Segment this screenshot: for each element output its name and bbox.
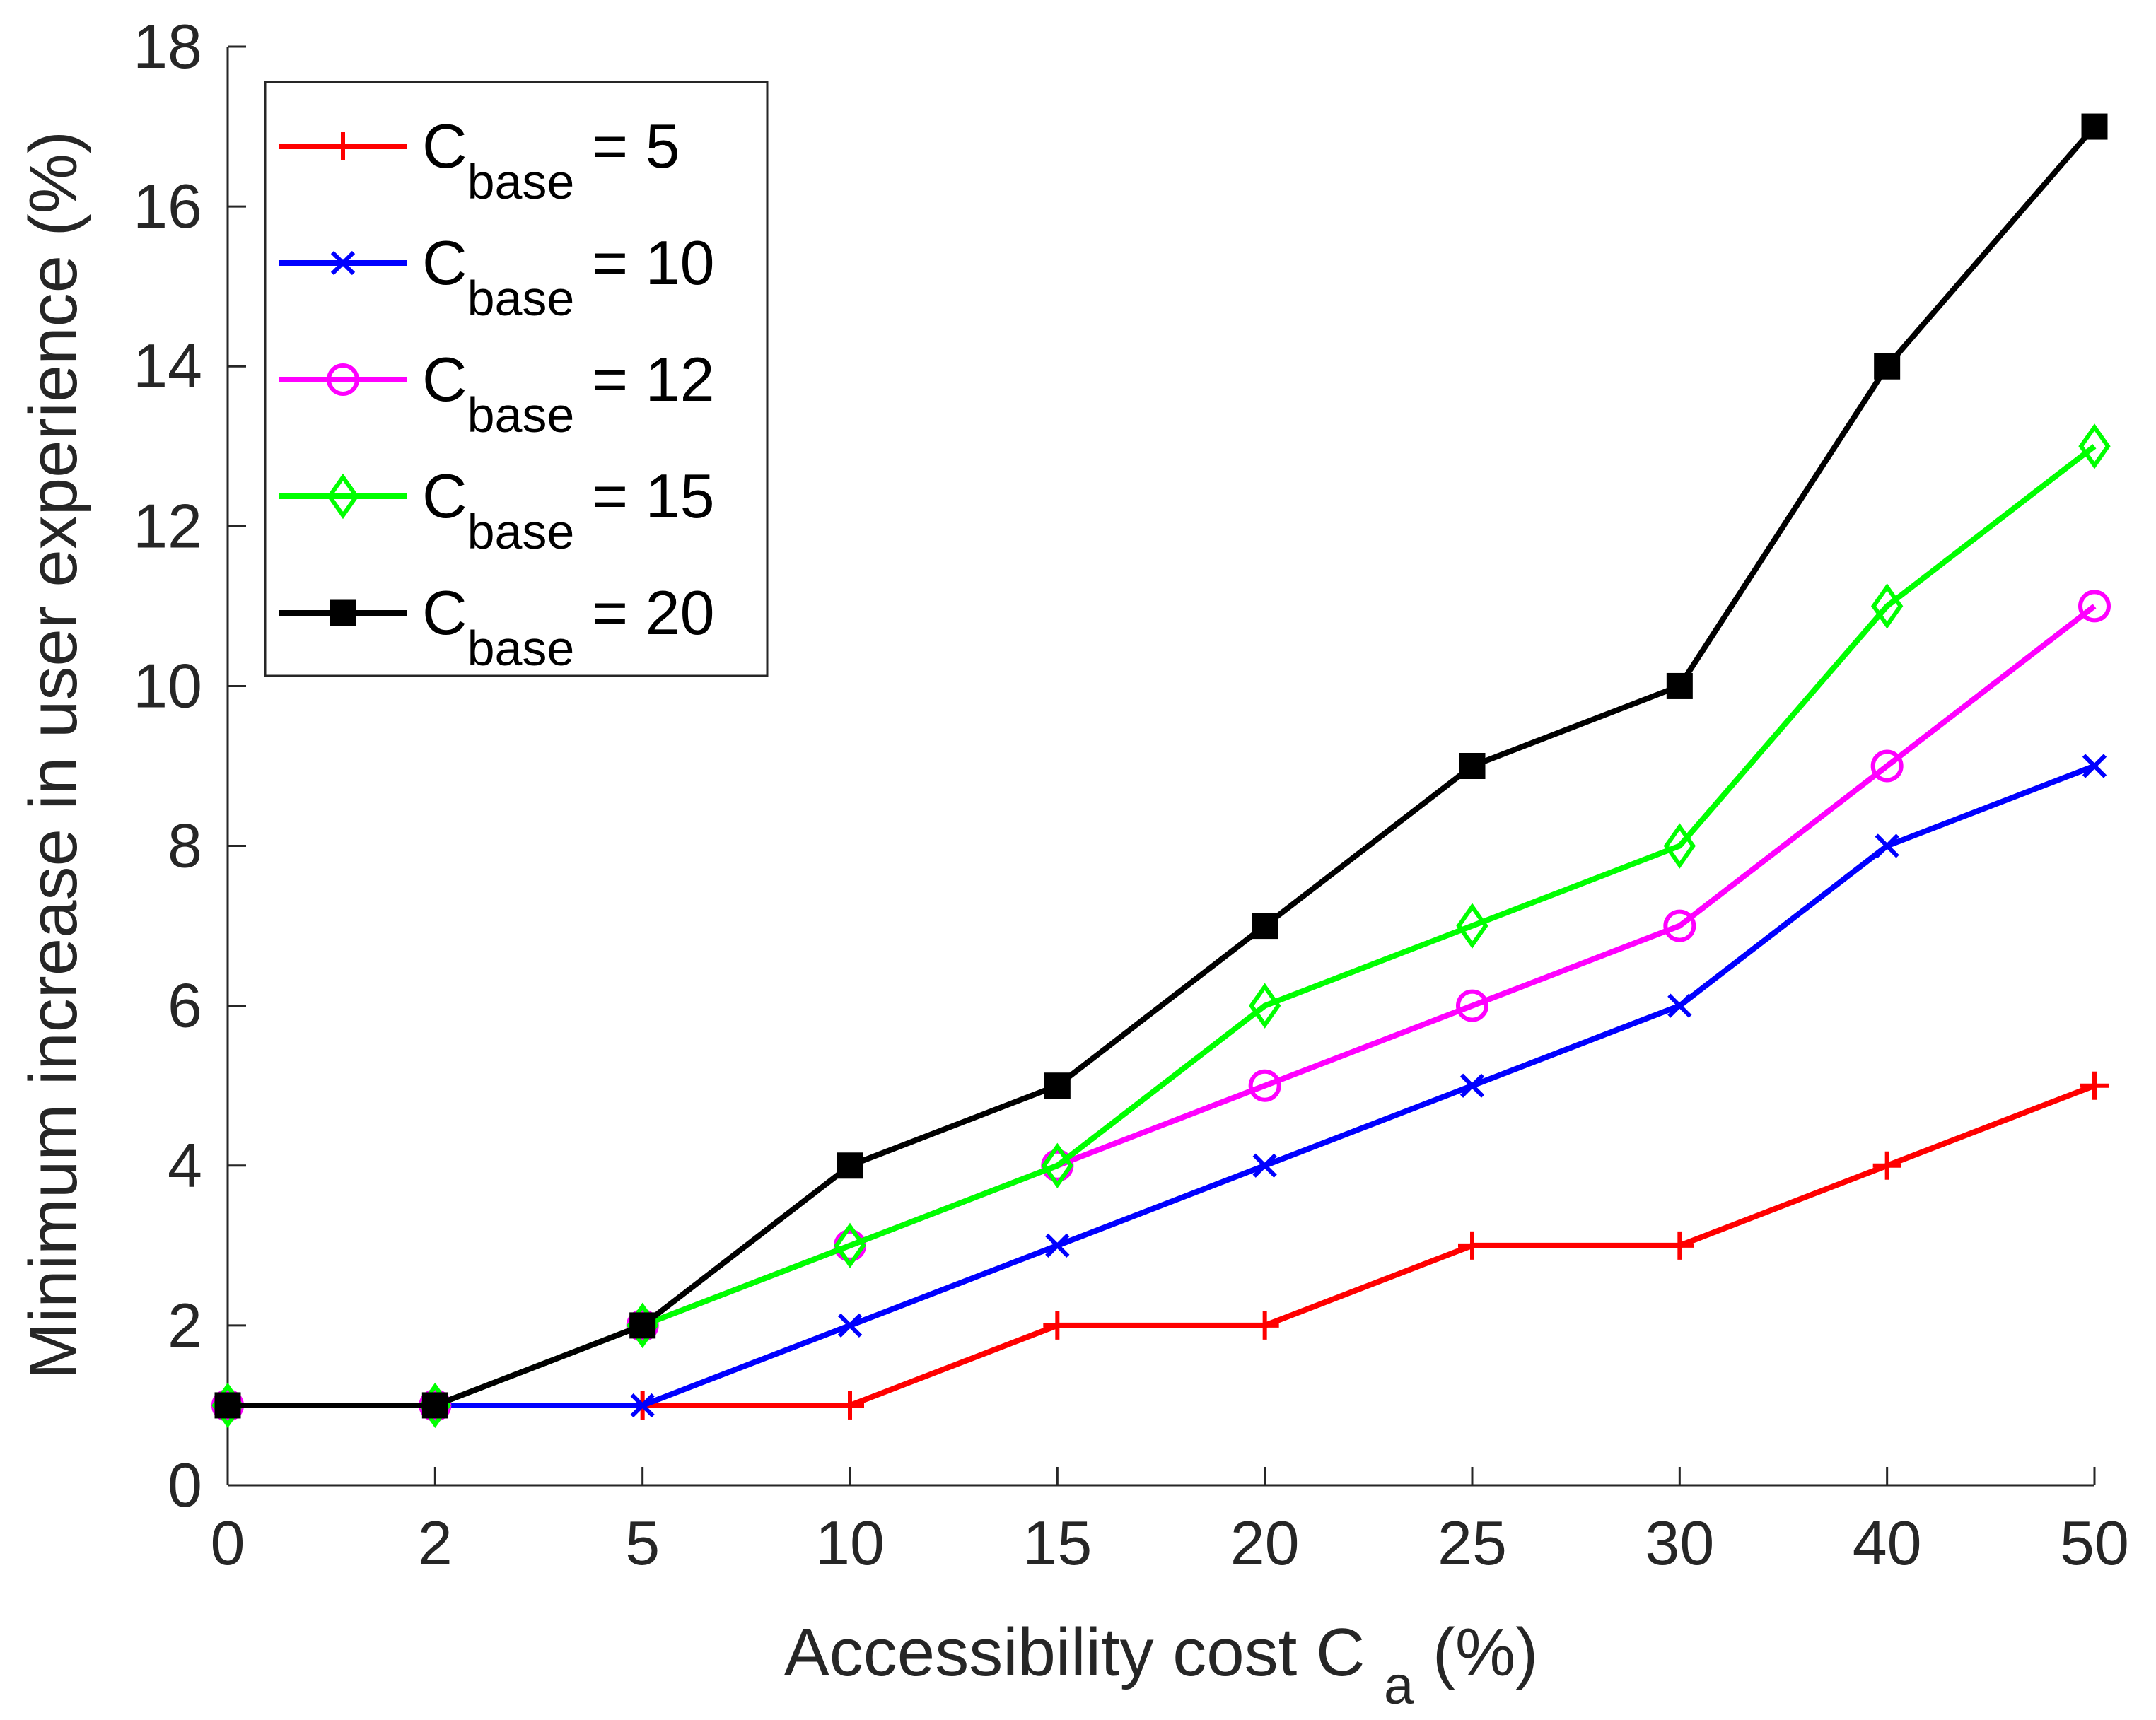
x-tick-label: 20 (1230, 1508, 1300, 1578)
series-line (228, 1082, 2096, 1408)
x-tick-label: 0 (211, 1508, 245, 1578)
marker-circle (2078, 590, 2111, 623)
marker-plus (1250, 1311, 1279, 1340)
marker-diamond (834, 1222, 866, 1269)
marker-square (330, 599, 356, 626)
series-2 (215, 754, 2107, 1418)
series-line (228, 763, 2096, 1408)
legend-label: Cbase = 12 (422, 344, 715, 443)
marker-plus (2080, 1071, 2109, 1100)
legend-item: Cbase = 5 (279, 111, 680, 209)
marker-diamond (327, 473, 359, 520)
y-tick-label: 12 (133, 491, 202, 561)
marker-circle (327, 363, 359, 396)
marker-diamond (1663, 823, 1696, 869)
x-tick-label: 15 (1022, 1508, 1092, 1578)
x-axis-label: Accessibility cost C a (%) (784, 1615, 1538, 1716)
legend-item: Cbase = 15 (279, 461, 715, 559)
series-line (228, 124, 2097, 1408)
marker-plus (836, 1391, 864, 1420)
y-tick-label: 18 (133, 11, 202, 81)
y-axis-label: Minimum increase in user experience (%) (16, 131, 91, 1379)
marker-x (837, 1313, 863, 1338)
marker-x (1252, 1153, 1277, 1178)
x-tick-label: 30 (1645, 1508, 1714, 1578)
marker-square (837, 1152, 863, 1179)
legend-label: Cbase = 10 (422, 228, 715, 326)
marker-diamond (1041, 1142, 1074, 1188)
marker-square (1874, 353, 1901, 380)
y-tick-label: 4 (168, 1130, 202, 1200)
marker-plus (1665, 1231, 1694, 1260)
marker-x (330, 250, 356, 276)
marker-plus (1872, 1151, 1901, 1180)
x-tick-label: 50 (2060, 1508, 2129, 1578)
x-tick-label: 40 (1853, 1508, 1922, 1578)
legend-label: Cbase = 20 (422, 578, 715, 676)
marker-square (1666, 672, 1693, 699)
marker-square (1044, 1072, 1071, 1099)
marker-x (1045, 1233, 1070, 1258)
marker-diamond (1248, 983, 1281, 1029)
marker-diamond (1456, 903, 1488, 949)
marker-square (214, 1392, 241, 1419)
x-tick-label: 10 (815, 1508, 885, 1578)
marker-diamond (2078, 423, 2111, 469)
legend-item: Cbase = 20 (279, 578, 715, 676)
y-tick-label: 8 (168, 811, 202, 881)
series-layer (211, 113, 2111, 1429)
marker-x (1875, 833, 1899, 858)
marker-square (1252, 913, 1278, 940)
legend-label: Cbase = 5 (422, 111, 680, 209)
marker-square (1459, 753, 1486, 779)
y-tick-label: 16 (133, 171, 202, 241)
marker-circle (1248, 1069, 1281, 1102)
marker-square (2081, 113, 2108, 140)
y-tick-label: 14 (133, 331, 202, 401)
y-tick-label: 6 (168, 971, 202, 1041)
marker-circle (1663, 909, 1696, 942)
marker-plus (1043, 1311, 1072, 1340)
x-tick-label: 5 (625, 1508, 660, 1578)
x-tick-label: 2 (418, 1508, 453, 1578)
series-5 (214, 113, 2108, 1419)
legend: Cbase = 5 Cbase = 10 Cbase = 12 Cbase = 15 C… (264, 81, 769, 677)
marker-plus (1458, 1231, 1486, 1260)
legend-label: Cbase = 15 (422, 461, 715, 559)
y-tick-label: 2 (168, 1290, 202, 1360)
marker-x (2082, 754, 2107, 778)
legend-item: Cbase = 10 (279, 228, 715, 326)
marker-x (630, 1393, 655, 1418)
marker-x (1459, 1073, 1485, 1098)
marker-circle (1870, 749, 1904, 783)
marker-diamond (1870, 583, 1904, 629)
marker-circle (1456, 989, 1488, 1022)
marker-square (629, 1312, 656, 1339)
marker-plus (329, 132, 357, 160)
marker-x (1667, 993, 1692, 1018)
legend-item: Cbase = 12 (279, 344, 715, 443)
y-tick-label: 10 (133, 650, 202, 720)
marker-square (421, 1392, 448, 1419)
x-tick-label: 25 (1438, 1508, 1507, 1578)
y-tick-label: 0 (168, 1450, 202, 1520)
